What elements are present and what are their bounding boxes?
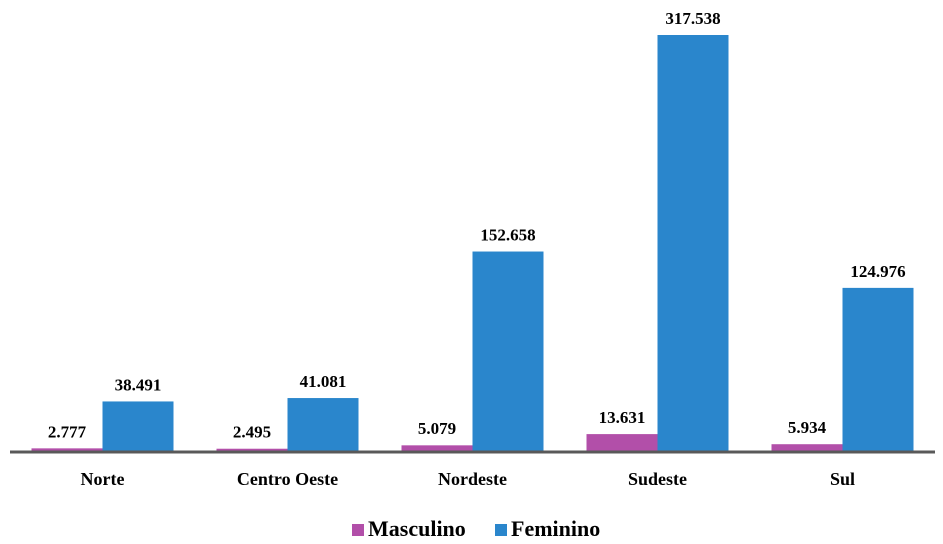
data-label: 2.495 [233, 423, 271, 442]
data-label: 13.631 [599, 408, 646, 427]
bar [401, 445, 473, 452]
data-label: 317.538 [665, 9, 720, 28]
bar [657, 35, 729, 452]
bar [842, 287, 914, 452]
data-label: 41.081 [300, 372, 347, 391]
data-label: 5.934 [788, 418, 827, 437]
legend-swatch [352, 524, 364, 536]
x-tick-label: Sul [830, 469, 855, 489]
data-label: 5.079 [418, 419, 456, 438]
x-tick-label: Norte [81, 469, 125, 489]
bar [771, 444, 843, 452]
legend-label: Masculino [368, 516, 466, 541]
x-tick-label: Centro Oeste [237, 469, 338, 489]
bar [287, 398, 359, 452]
x-tick-label: Sudeste [628, 469, 687, 489]
data-label: 2.777 [48, 422, 87, 441]
bar [586, 434, 658, 452]
bar [31, 448, 103, 452]
legend-label: Feminino [511, 516, 600, 541]
bar [472, 251, 544, 452]
x-tick-label: Nordeste [438, 469, 507, 489]
bar [216, 448, 288, 452]
data-label: 38.491 [115, 375, 162, 394]
data-label: 124.976 [850, 262, 905, 281]
bar [102, 401, 174, 452]
data-label: 152.658 [480, 225, 535, 244]
legend-swatch [495, 524, 507, 536]
